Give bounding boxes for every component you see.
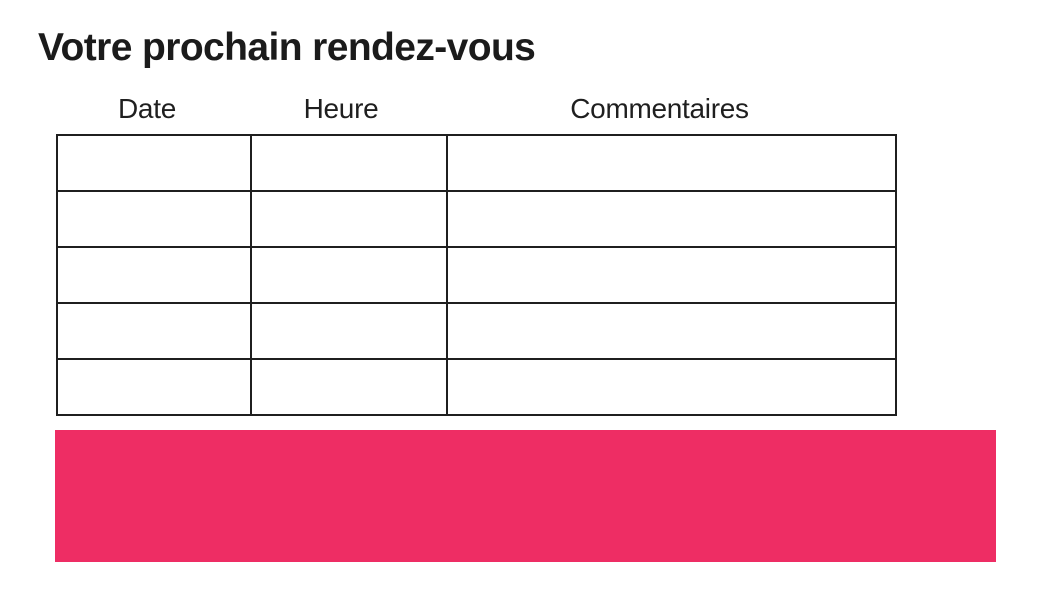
page-title: Votre prochain rendez-vous: [38, 26, 536, 69]
table-cell-commentaires: [446, 134, 897, 192]
table-cell-date: [56, 246, 252, 304]
table-cell-heure: [250, 190, 448, 248]
appointments-table: [56, 134, 897, 416]
table-cell-heure: [250, 134, 448, 192]
table-row: [56, 134, 897, 192]
table-cell-date: [56, 134, 252, 192]
table-row: [56, 358, 897, 416]
table-cell-heure: [250, 246, 448, 304]
table-cell-commentaires: [446, 302, 897, 360]
table-cell-commentaires: [446, 358, 897, 416]
table-cell-date: [56, 302, 252, 360]
table-row: [56, 190, 897, 248]
column-header-heure: Heure: [303, 93, 379, 124]
table-row: [56, 302, 897, 360]
table-row: [56, 246, 897, 304]
footer-highlight-block: [55, 430, 996, 562]
table-cell-commentaires: [446, 190, 897, 248]
table-cell-date: [56, 190, 252, 248]
table-cell-heure: [250, 358, 448, 416]
column-header-date: Date: [118, 93, 176, 124]
table-cell-heure: [250, 302, 448, 360]
column-header-commentaires: Commentaires: [570, 93, 749, 124]
table-cell-date: [56, 358, 252, 416]
table-cell-commentaires: [446, 246, 897, 304]
